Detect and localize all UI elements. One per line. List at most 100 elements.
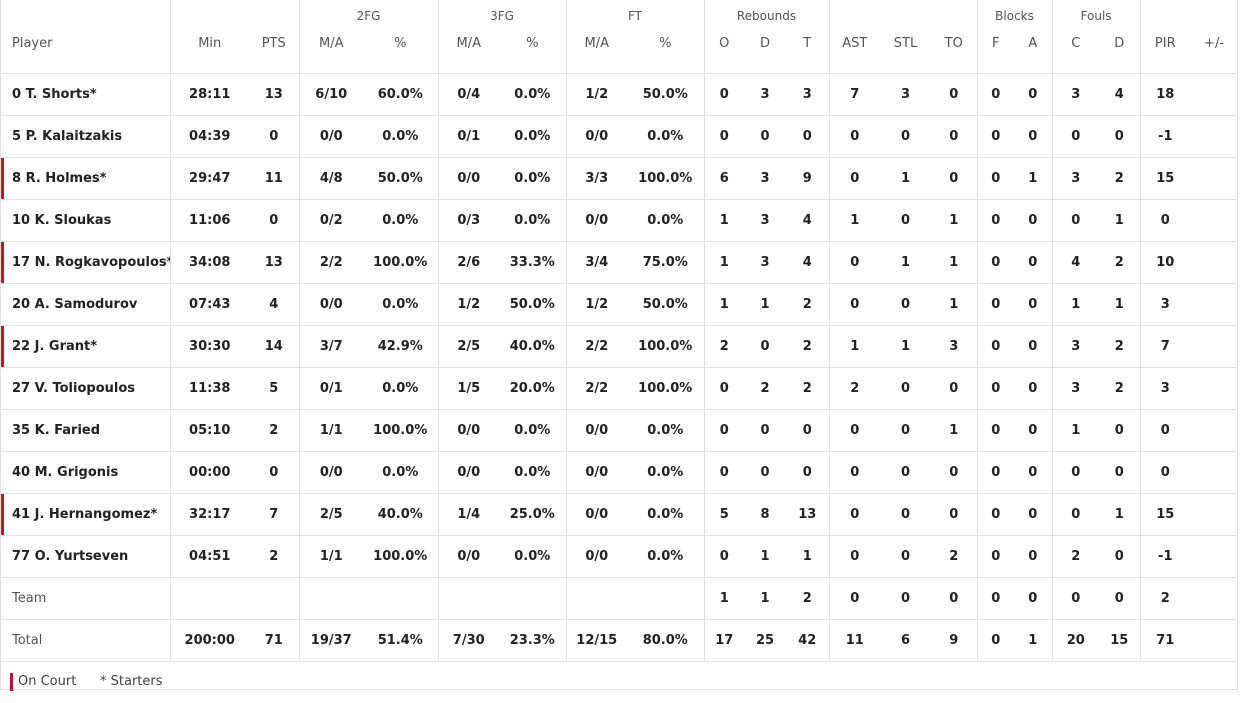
stat-reb-d: 0	[744, 409, 786, 452]
stat-2fg-pct: 0.0%	[363, 199, 438, 242]
column-header-3fg-ma[interactable]: M/A	[437, 32, 499, 74]
column-header-min[interactable]: Min	[169, 32, 249, 74]
stat-min: 11:06	[169, 199, 249, 242]
stat-foul-c: 0	[1051, 199, 1100, 242]
stat-foul-d: 0	[1099, 535, 1141, 578]
stat-ft-pct: 75.0%	[627, 241, 704, 284]
stat-2fg-pct: 100.0%	[363, 241, 438, 284]
stat-2fg-pct: 0.0%	[363, 283, 438, 326]
column-header-reb-t[interactable]: T	[803, 36, 812, 51]
stat-plus-minus	[1190, 619, 1239, 661]
stat-reb-o: 0	[703, 115, 744, 158]
stat-plus-minus	[1190, 451, 1239, 494]
stat-plus-minus	[1190, 241, 1239, 284]
on-court-marker	[10, 673, 13, 691]
stat-reb-t: 13	[786, 493, 829, 536]
table-row: 10 K. Sloukas 11:06 0 0/2 0.0% 0/3 0.0% 0/0 0.0%…	[1, 199, 1239, 242]
column-header-pts[interactable]: PTS	[261, 36, 286, 51]
stat-reb-o: 0	[703, 451, 744, 494]
stat-pts: 2	[249, 535, 299, 578]
stat-plus-minus	[1190, 199, 1239, 242]
column-header-pir[interactable]: PIR	[1139, 32, 1191, 74]
stat-blk-a: 0	[1014, 409, 1053, 452]
stat-reb-o: 1	[703, 577, 744, 620]
column-header-player[interactable]: Player	[12, 36, 53, 51]
stat-3fg-ma: 0/0	[437, 157, 499, 200]
column-header-to[interactable]: TO	[944, 36, 963, 51]
stat-reb-d: 0	[744, 115, 786, 158]
stat-blk-f: 0	[976, 409, 1015, 452]
header-group-3fg: 3FG	[437, 0, 566, 32]
stat-blk-f: 0	[976, 115, 1015, 158]
stat-reb-t: 2	[786, 577, 829, 620]
stat-2fg-ma: 19/37	[298, 619, 363, 661]
column-header-ft-pct[interactable]: %	[659, 36, 672, 51]
stat-3fg-pct: 0.0%	[499, 451, 566, 494]
stat-ft-pct: 80.0%	[627, 619, 704, 661]
stat-blk-a: 1	[1014, 619, 1053, 661]
stat-plus-minus	[1190, 157, 1239, 200]
player-name-link[interactable]: 22 J. Grant*	[1, 325, 170, 368]
table-row: 35 K. Faried 05:10 2 1/1 100.0% 0/0 0.0% 0/0 0.0…	[1, 409, 1239, 452]
player-name-link[interactable]: 8 R. Holmes*	[1, 157, 170, 200]
stat-to: 0	[931, 157, 978, 200]
column-header-2fg-ma[interactable]: M/A	[298, 32, 363, 74]
player-name-link[interactable]: 35 K. Faried	[1, 409, 170, 452]
column-header-foul-d[interactable]: D	[1114, 36, 1125, 51]
stat-reb-d: 1	[744, 535, 786, 578]
player-name-link[interactable]: 20 A. Samodurov	[1, 283, 170, 326]
stat-ft-ma: 1/2	[565, 283, 627, 326]
column-header-reb-o[interactable]: O	[703, 32, 744, 74]
player-name-link[interactable]: 5 P. Kalaitzakis	[1, 115, 170, 158]
stat-min: 00:00	[169, 451, 249, 494]
stat-blk-f: 0	[976, 325, 1015, 368]
stat-2fg-pct: 100.0%	[363, 535, 438, 578]
stat-3fg-pct: 0.0%	[499, 115, 566, 158]
stat-foul-c: 1	[1051, 283, 1100, 326]
stat-foul-d: 2	[1099, 325, 1141, 368]
stat-3fg-pct: 20.0%	[499, 367, 566, 410]
column-header-ft-ma[interactable]: M/A	[565, 32, 627, 74]
stat-ast: 1	[828, 325, 880, 368]
player-name-link[interactable]: 41 J. Hernangomez*	[1, 493, 170, 536]
stat-blk-f: 0	[976, 493, 1015, 536]
column-header-reb-d[interactable]: D	[759, 36, 770, 51]
column-header-2fg-pct[interactable]: %	[394, 36, 407, 51]
stat-reb-d: 1	[744, 577, 786, 620]
stat-ast: 0	[828, 157, 880, 200]
stat-foul-c: 0	[1051, 451, 1100, 494]
player-name-link[interactable]: 17 N. Rogkavopoulos*	[1, 241, 170, 284]
stat-to: 1	[931, 409, 978, 452]
column-header-ast[interactable]: AST	[828, 32, 880, 74]
player-name-link[interactable]: 27 V. Toliopoulos	[1, 367, 170, 410]
player-name-link[interactable]: 77 O. Yurtseven	[1, 535, 170, 578]
stat-foul-c: 0	[1051, 115, 1100, 158]
stat-2fg-ma: 3/7	[298, 325, 363, 368]
stat-pir: 15	[1139, 493, 1191, 536]
table-row: 41 J. Hernangomez* 32:17 7 2/5 40.0% 1/4 25.0%…	[1, 493, 1239, 536]
player-name-link[interactable]: 40 M. Grigonis	[1, 451, 170, 494]
stat-blk-a: 0	[1014, 493, 1053, 536]
box-score-body: 0 T. Shorts* 28:11 13 6/10 60.0% 0/4 0.0% 1/2 50…	[1, 73, 1239, 661]
column-header-blk-f[interactable]: F	[976, 32, 1015, 74]
stat-foul-d: 15	[1099, 619, 1141, 661]
column-header-plus-minus[interactable]: +/-	[1204, 36, 1225, 51]
column-header-blk-a[interactable]: A	[1028, 36, 1038, 51]
stat-ast: 0	[828, 577, 880, 620]
player-name-link[interactable]: 0 T. Shorts*	[1, 73, 170, 116]
box-score-table: 2FG 3FG FT Rebounds Blocks Fouls Player …	[1, 0, 1239, 661]
stat-pir: 0	[1139, 451, 1191, 494]
column-header-3fg-pct[interactable]: %	[526, 36, 539, 51]
stat-3fg-ma: 0/1	[437, 115, 499, 158]
stat-min: 07:43	[169, 283, 249, 326]
player-name-link[interactable]: 10 K. Sloukas	[1, 199, 170, 242]
column-header-foul-c[interactable]: C	[1051, 32, 1100, 74]
stat-pir: 18	[1139, 73, 1191, 116]
stat-pts: 71	[249, 619, 299, 661]
stat-reb-t: 3	[786, 73, 829, 116]
stat-foul-c: 3	[1051, 367, 1100, 410]
table-row: 27 V. Toliopoulos 11:38 5 0/1 0.0% 1/5 20.0% 2/…	[1, 367, 1239, 410]
column-header-stl[interactable]: STL	[893, 36, 918, 51]
stat-foul-c: 4	[1051, 241, 1100, 284]
header-column-row: Player Min PTS M/A % M/A % M/A % O D T A…	[1, 32, 1238, 74]
